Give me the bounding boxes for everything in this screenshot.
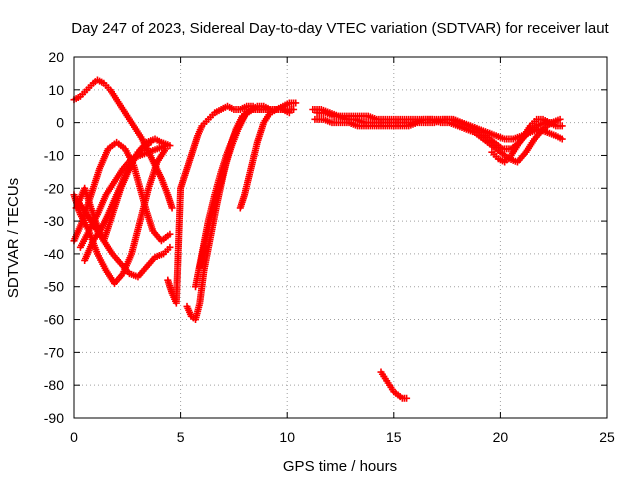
data-point-marker <box>285 109 293 117</box>
y-tick-label: -20 <box>44 180 64 196</box>
plot-frame <box>73 56 608 419</box>
data-point-marker <box>558 122 566 130</box>
data-marks <box>70 76 566 402</box>
y-tick-label: -30 <box>44 213 64 229</box>
data-point-marker <box>556 115 564 123</box>
y-tick-label: -60 <box>44 312 64 328</box>
axis-ticks: 0 5 10 15 20 25 -90 -80 -70 -60 -50 -40 -30 -20 -10 0 10… <box>44 49 615 445</box>
x-tick-label: 20 <box>493 429 509 445</box>
y-tick-label: 20 <box>48 49 64 65</box>
series-arc-15 <box>313 109 566 143</box>
y-tick-label: -50 <box>44 279 64 295</box>
x-tick-label: 0 <box>70 429 78 445</box>
data-point-marker <box>166 243 174 251</box>
data-point-marker <box>292 99 300 107</box>
x-tick-label: 15 <box>386 429 402 445</box>
data-point-marker <box>166 230 174 238</box>
series-arc-12 <box>236 99 300 212</box>
y-axis-title: SDTVAR / TECUs <box>5 178 22 298</box>
y-tick-label: -70 <box>44 344 64 360</box>
y-tick-label: 0 <box>56 115 64 131</box>
chart-title: Day 247 of 2023, Sidereal Day-to-day VTE… <box>71 20 609 37</box>
series-arc-17 <box>377 368 411 402</box>
series-arc-1 <box>70 76 176 212</box>
y-tick-label: -10 <box>44 147 64 163</box>
x-tick-label: 25 <box>599 429 615 445</box>
y-tick-label: 10 <box>48 82 64 98</box>
data-point-marker <box>168 204 176 212</box>
data-point-marker <box>166 142 174 150</box>
series-arc-11 <box>196 102 293 271</box>
series-arc-5 <box>70 138 174 245</box>
series-arc-7 <box>72 135 174 245</box>
y-tick-label: -90 <box>44 410 64 426</box>
series-arc-16 <box>488 115 566 166</box>
x-axis-title: GPS time / hours <box>283 458 397 475</box>
y-tick-label: -80 <box>44 377 64 393</box>
x-tick-label: 5 <box>177 429 185 445</box>
data-point-marker <box>403 394 411 402</box>
x-tick-label: 10 <box>279 429 295 445</box>
data-point-marker <box>558 135 566 143</box>
y-tick-label: -40 <box>44 246 64 262</box>
